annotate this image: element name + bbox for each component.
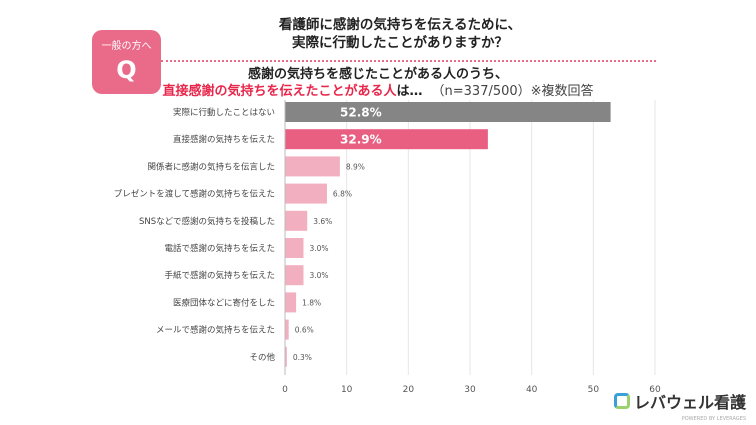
category-label: 関係者に感謝の気持ちを伝言した	[147, 161, 275, 172]
category-label: メールで感謝の気持ちを伝えた	[156, 325, 275, 336]
question-title: 看護師に感謝の気持ちを伝えるために、 実際に行動したことがありますか？	[230, 16, 570, 52]
value-label: 32.9%	[340, 133, 382, 147]
bar	[285, 319, 289, 340]
question-line2: 実際に行動したことがありますか？	[292, 35, 508, 51]
value-label: 3.6%	[313, 217, 332, 226]
x-tick-label: 20	[403, 385, 415, 395]
bar	[285, 183, 327, 204]
category-label: その他	[249, 352, 275, 363]
q-mark: Q	[116, 56, 137, 84]
subtitle: 感謝の気持ちを感じたことがある人のうち、 直接感謝の気持ちを伝えたことがある人は…	[0, 66, 756, 100]
subtitle-highlight: 直接感謝の気持ちを伝えたことがある人	[162, 84, 397, 99]
subtitle-after: は…	[396, 84, 423, 99]
category-label: 実際に行動したことはない	[173, 107, 275, 118]
x-tick-label: 40	[526, 385, 538, 395]
subtitle-line2: 直接感謝の気持ちを伝えたことがある人は… （n=337/500）※複数回答	[0, 83, 756, 100]
value-label: 6.8%	[333, 190, 352, 199]
question-line1: 看護師に感謝の気持ちを伝えるために、	[278, 17, 522, 33]
value-label: 52.8%	[340, 106, 382, 120]
value-label: 0.3%	[293, 353, 312, 362]
question-badge: 一般の方へ Q	[92, 30, 161, 94]
category-label: 医療団体などに寄付をした	[173, 297, 275, 308]
x-tick-label: 30	[464, 385, 476, 395]
bar	[285, 102, 611, 122]
bar	[285, 346, 287, 367]
category-label: 直接感謝の気持ちを伝えた	[173, 134, 275, 145]
x-tick-label: 10	[341, 385, 353, 395]
category-label: SNSなどで感謝の気持ちを投稿した	[139, 216, 275, 227]
bar	[285, 129, 488, 150]
category-label: 手紙で感謝の気持ちを伝えた	[164, 270, 275, 281]
bar	[285, 210, 308, 231]
category-label: 電話で感謝の気持ちを伝えた	[164, 243, 275, 254]
bar	[285, 292, 297, 313]
x-tick-label: 0	[282, 385, 288, 395]
value-label: 1.8%	[302, 298, 321, 307]
bar	[285, 156, 340, 177]
value-label: 0.6%	[295, 326, 314, 335]
sample-note: （n=337/500）※複数回答	[431, 84, 594, 99]
value-label: 3.0%	[310, 271, 329, 280]
brand-tagline: POWERED BY LEVERAGES	[681, 416, 746, 422]
logo-icon	[613, 393, 630, 409]
value-label: 3.0%	[310, 244, 329, 253]
brand-logo: レバウェル看護 POWERED BY LEVERAGES	[613, 389, 746, 422]
subtitle-line1: 感謝の気持ちを感じたことがある人のうち、	[247, 67, 508, 82]
value-label: 8.9%	[346, 162, 365, 171]
x-tick-label: 60	[649, 385, 661, 395]
bar	[285, 238, 304, 258]
bar	[285, 265, 304, 286]
category-label: プレゼントを渡して感謝の気持ちを伝えた	[114, 189, 275, 200]
brand-name: レバウェル看護	[633, 393, 746, 412]
x-tick-label: 50	[588, 385, 600, 395]
divider	[161, 60, 656, 62]
category-label: 一般の方へ	[101, 41, 152, 52]
